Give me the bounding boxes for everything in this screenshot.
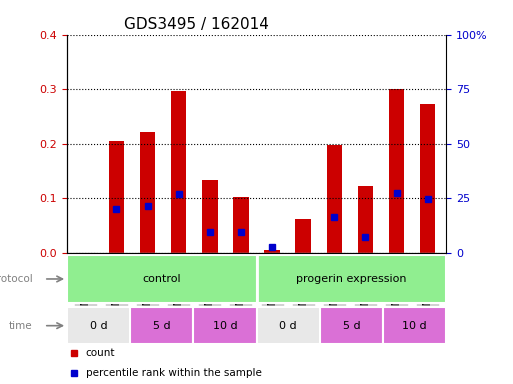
Text: 5 d: 5 d — [153, 321, 170, 331]
Bar — [320, 308, 383, 344]
Bar — [202, 180, 218, 253]
Bar — [140, 132, 155, 253]
Bar — [383, 308, 446, 344]
Text: 5 d: 5 d — [343, 321, 360, 331]
Bar — [193, 308, 256, 344]
Bar — [389, 89, 404, 253]
Bar — [358, 186, 373, 253]
Bar — [130, 308, 193, 344]
Text: progerin expression: progerin expression — [296, 274, 407, 284]
Text: time: time — [9, 321, 32, 331]
Bar — [256, 255, 446, 303]
Text: 10 d: 10 d — [402, 321, 427, 331]
Bar — [233, 197, 249, 253]
Text: protocol: protocol — [0, 274, 32, 284]
Bar — [326, 145, 342, 253]
Bar — [67, 255, 256, 303]
Text: 10 d: 10 d — [212, 321, 237, 331]
Bar — [295, 219, 311, 253]
Bar — [171, 91, 187, 253]
Text: 0 d: 0 d — [279, 321, 297, 331]
Bar — [67, 308, 130, 344]
Text: GDS3495 / 162014: GDS3495 / 162014 — [124, 17, 268, 32]
Bar — [420, 104, 436, 253]
Text: count: count — [86, 348, 115, 358]
Text: control: control — [142, 274, 181, 284]
Text: 0 d: 0 d — [89, 321, 107, 331]
Bar — [256, 308, 320, 344]
Bar — [264, 250, 280, 253]
Text: percentile rank within the sample: percentile rank within the sample — [86, 367, 262, 377]
Bar — [109, 141, 124, 253]
